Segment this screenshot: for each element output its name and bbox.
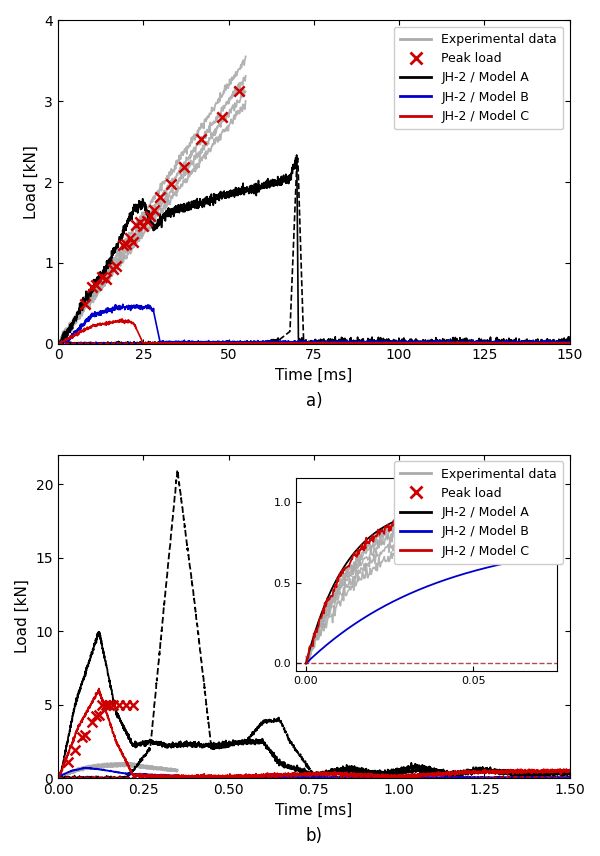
Point [77, 730, 87, 744]
Point [91, 710, 100, 723]
Point [234, 84, 244, 98]
Point [196, 132, 206, 146]
Point [115, 698, 124, 711]
Point [121, 237, 131, 251]
Point [80, 297, 90, 311]
Point [179, 160, 189, 174]
Point [142, 214, 152, 228]
Text: b): b) [305, 827, 322, 845]
Point [111, 259, 121, 272]
Point [64, 755, 73, 769]
Point [94, 708, 104, 722]
Point [149, 203, 158, 217]
X-axis label: Time [ms]: Time [ms] [275, 368, 352, 383]
Point [101, 698, 110, 711]
Point [108, 262, 118, 276]
Point [145, 210, 155, 223]
Point [121, 698, 131, 711]
Point [128, 235, 138, 249]
Y-axis label: Load [kN]: Load [kN] [24, 145, 39, 219]
Point [88, 280, 97, 294]
Point [125, 231, 134, 245]
Point [80, 728, 90, 742]
Legend: Experimental data, Peak load, JH-2 / Model A, JH-2 / Model B, JH-2 / Model C: Experimental data, Peak load, JH-2 / Mod… [394, 461, 563, 564]
Point [70, 743, 80, 757]
Point [139, 218, 148, 232]
Point [166, 177, 175, 191]
Point [88, 716, 97, 729]
Point [91, 278, 100, 292]
Point [128, 698, 138, 711]
Point [217, 110, 227, 124]
Point [101, 272, 110, 286]
Point [98, 698, 107, 712]
Text: a): a) [305, 392, 322, 410]
Point [131, 217, 141, 231]
Point [155, 191, 165, 205]
Point [118, 238, 128, 252]
Point [135, 215, 145, 229]
Y-axis label: Load [kN]: Load [kN] [15, 580, 30, 653]
X-axis label: Time [ms]: Time [ms] [275, 802, 352, 817]
Point [104, 698, 114, 711]
Point [98, 270, 107, 284]
Legend: Experimental data, Peak load, JH-2 / Model A, JH-2 / Model B, JH-2 / Model C: Experimental data, Peak load, JH-2 / Mod… [394, 27, 563, 129]
Point [108, 698, 118, 711]
